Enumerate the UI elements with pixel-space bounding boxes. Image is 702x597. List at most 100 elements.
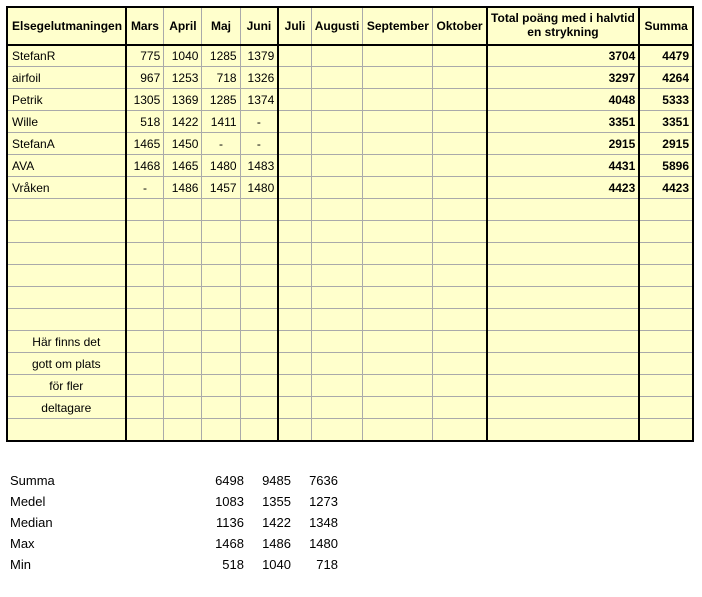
cell-value bbox=[240, 243, 278, 265]
cell-value bbox=[311, 353, 363, 375]
cell-value bbox=[311, 243, 363, 265]
cell-value bbox=[363, 375, 433, 397]
cell-sum: 2915 bbox=[639, 133, 693, 155]
cell-total: 4048 bbox=[487, 89, 640, 111]
cell-value bbox=[311, 177, 363, 199]
stats-value: 518 bbox=[203, 554, 250, 575]
cell-total bbox=[487, 265, 640, 287]
cell-sum: 4479 bbox=[639, 45, 693, 67]
stats-value: 1273 bbox=[297, 491, 344, 512]
cell-value bbox=[164, 243, 202, 265]
cell-value bbox=[363, 133, 433, 155]
cell-value bbox=[311, 45, 363, 67]
cell-value bbox=[240, 419, 278, 441]
cell-value bbox=[278, 353, 311, 375]
cell-value bbox=[311, 331, 363, 353]
cell-value bbox=[240, 375, 278, 397]
stats-label: Summa bbox=[6, 470, 203, 491]
stats-row: Max146814861480 bbox=[6, 533, 344, 554]
cell-value: 1285 bbox=[202, 89, 240, 111]
table-row bbox=[7, 419, 693, 441]
cell-value bbox=[240, 287, 278, 309]
row-name bbox=[7, 199, 126, 221]
table-row: deltagare bbox=[7, 397, 693, 419]
cell-value bbox=[363, 199, 433, 221]
cell-value bbox=[363, 177, 433, 199]
cell-value bbox=[202, 353, 240, 375]
stats-row: Median113614221348 bbox=[6, 512, 344, 533]
cell-value: 718 bbox=[202, 67, 240, 89]
cell-value bbox=[202, 375, 240, 397]
cell-value bbox=[240, 265, 278, 287]
cell-value bbox=[202, 287, 240, 309]
cell-value bbox=[433, 243, 487, 265]
cell-total bbox=[487, 309, 640, 331]
cell-total bbox=[487, 375, 640, 397]
stats-value: 6498 bbox=[203, 470, 250, 491]
cell-sum bbox=[639, 331, 693, 353]
stats-value: 7636 bbox=[297, 470, 344, 491]
cell-sum: 4264 bbox=[639, 67, 693, 89]
row-name: Här finns det bbox=[7, 331, 126, 353]
cell-value bbox=[240, 199, 278, 221]
cell-value bbox=[311, 155, 363, 177]
cell-value: 1411 bbox=[202, 111, 240, 133]
cell-sum bbox=[639, 397, 693, 419]
cell-value bbox=[202, 331, 240, 353]
row-name bbox=[7, 243, 126, 265]
cell-value bbox=[311, 199, 363, 221]
table-row: AVA146814651480148344315896 bbox=[7, 155, 693, 177]
row-name: Vråken bbox=[7, 177, 126, 199]
stats-value: 1355 bbox=[250, 491, 297, 512]
col-april: April bbox=[164, 7, 202, 45]
row-name bbox=[7, 309, 126, 331]
cell-value bbox=[126, 375, 164, 397]
table-row: Vråken-14861457148044234423 bbox=[7, 177, 693, 199]
cell-value bbox=[240, 353, 278, 375]
cell-value bbox=[278, 133, 311, 155]
stats-label: Max bbox=[6, 533, 203, 554]
cell-value bbox=[433, 353, 487, 375]
col-juni: Juni bbox=[240, 7, 278, 45]
cell-value bbox=[164, 199, 202, 221]
cell-value: 1465 bbox=[164, 155, 202, 177]
cell-sum: 5333 bbox=[639, 89, 693, 111]
cell-value bbox=[433, 199, 487, 221]
cell-value: 775 bbox=[126, 45, 164, 67]
col-juli: Juli bbox=[278, 7, 311, 45]
stats-label: Min bbox=[6, 554, 203, 575]
table-row bbox=[7, 221, 693, 243]
cell-sum: 3351 bbox=[639, 111, 693, 133]
cell-value bbox=[311, 419, 363, 441]
cell-value bbox=[433, 331, 487, 353]
table-row bbox=[7, 265, 693, 287]
cell-value bbox=[278, 199, 311, 221]
cell-value bbox=[202, 309, 240, 331]
row-name bbox=[7, 221, 126, 243]
cell-total bbox=[487, 419, 640, 441]
cell-value bbox=[433, 45, 487, 67]
cell-total bbox=[487, 397, 640, 419]
table-row: gott om plats bbox=[7, 353, 693, 375]
row-name: för fler bbox=[7, 375, 126, 397]
cell-total: 3297 bbox=[487, 67, 640, 89]
cell-value bbox=[363, 111, 433, 133]
cell-sum bbox=[639, 199, 693, 221]
cell-value bbox=[311, 309, 363, 331]
cell-value bbox=[202, 199, 240, 221]
table-row bbox=[7, 243, 693, 265]
row-name: Petrik bbox=[7, 89, 126, 111]
cell-value bbox=[126, 397, 164, 419]
cell-value bbox=[433, 155, 487, 177]
cell-value bbox=[278, 67, 311, 89]
col-augusti: Augusti bbox=[311, 7, 363, 45]
cell-value: 967 bbox=[126, 67, 164, 89]
row-name bbox=[7, 265, 126, 287]
cell-value: 1369 bbox=[164, 89, 202, 111]
cell-value bbox=[363, 89, 433, 111]
row-name: Wille bbox=[7, 111, 126, 133]
cell-value bbox=[278, 265, 311, 287]
cell-value bbox=[126, 221, 164, 243]
stats-table: Summa649894857636Medel108313551273Median… bbox=[6, 470, 344, 575]
cell-value bbox=[278, 243, 311, 265]
